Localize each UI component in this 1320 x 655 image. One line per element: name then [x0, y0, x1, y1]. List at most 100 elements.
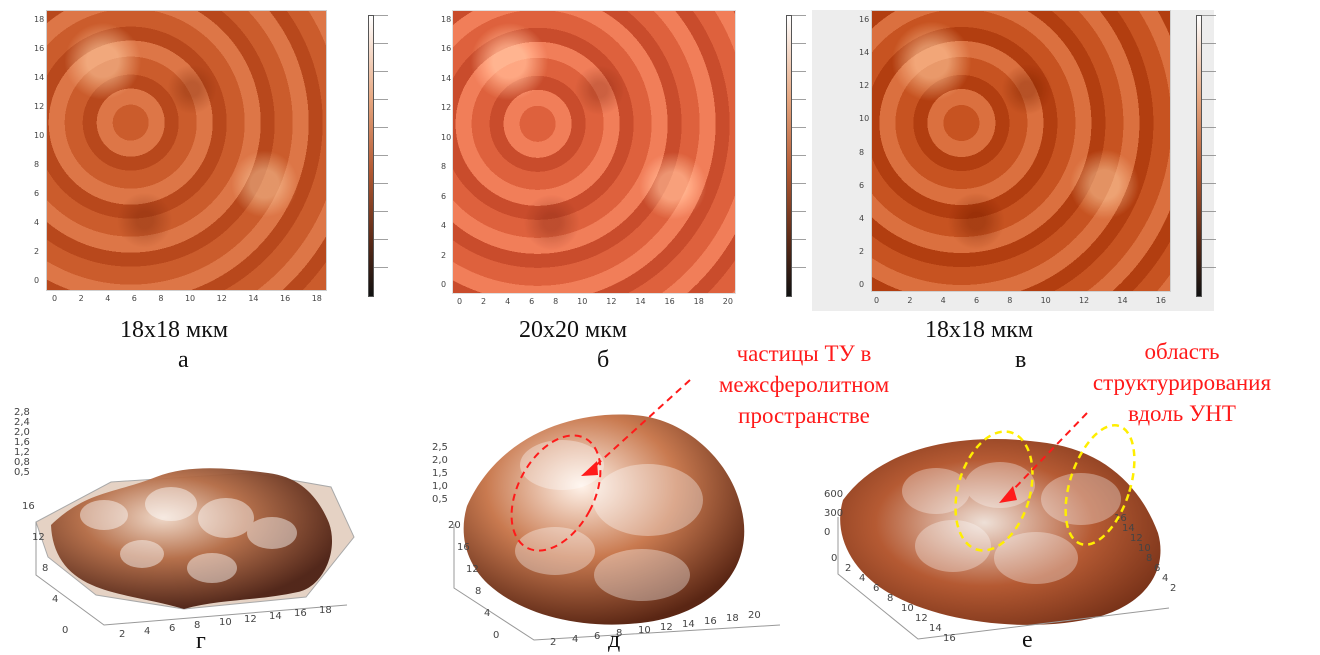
tick-v-x-6: 12 — [1078, 296, 1090, 305]
tick-v-y-6: 4 — [859, 213, 865, 223]
e-y-5: 6 — [1154, 563, 1160, 574]
tick-b-x-0: 0 — [457, 297, 463, 306]
tick-a-y-6: 6 — [34, 189, 40, 198]
g-x-4: 10 — [219, 617, 232, 628]
g-x-7: 16 — [294, 608, 307, 619]
e-x-4: 8 — [887, 593, 893, 604]
e-z-1: 300 — [824, 508, 843, 519]
tick-b-y-2: 14 — [441, 73, 452, 83]
tick-v-y-0: 16 — [859, 15, 870, 24]
d-x-1: 4 — [572, 634, 578, 645]
tick-b-y-5: 8 — [441, 162, 447, 172]
afm-image-b — [452, 10, 736, 294]
d-x-0: 2 — [550, 637, 556, 648]
tick-a-y-7: 4 — [34, 218, 40, 227]
tick-v-x-8: 16 — [1155, 296, 1166, 305]
tick-a-y-4: 10 — [34, 131, 45, 140]
tick-b-y-7: 4 — [441, 221, 447, 231]
e-z-2: 0 — [824, 527, 830, 538]
g-x-6: 14 — [269, 611, 282, 622]
g-z-5: 0,8 — [14, 457, 30, 468]
d-y-2: 12 — [466, 564, 479, 575]
tick-a-y-2: 14 — [34, 73, 45, 82]
tick-v-x-4: 8 — [1007, 296, 1013, 305]
afm-image-v — [871, 10, 1171, 292]
e-y-1: 14 — [1122, 523, 1135, 534]
tick-a-x-7: 14 — [248, 294, 259, 303]
d-x-9: 20 — [748, 610, 761, 621]
d-z-4: 0,5 — [432, 494, 448, 505]
tick-v-x-2: 4 — [940, 296, 946, 305]
tick-a-y-9: 0 — [34, 276, 40, 285]
label-b: б — [597, 347, 610, 373]
tick-a-y-3: 12 — [34, 102, 45, 111]
tick-v-y-2: 12 — [859, 81, 870, 91]
g-y-4: 0 — [62, 625, 68, 636]
e-x-6: 12 — [915, 613, 928, 624]
d-x-3: 8 — [616, 628, 622, 639]
a-y-ticks: 18 16 14 12 10 8 6 4 2 0 — [34, 15, 44, 285]
caption-v: 18x18 мкм — [925, 317, 1034, 343]
d-x-5: 12 — [660, 622, 673, 633]
g-y-3: 4 — [52, 594, 58, 605]
d-z-1: 2,0 — [432, 455, 448, 466]
tick-v-x-0: 0 — [874, 296, 880, 305]
e-x-5: 10 — [901, 603, 914, 614]
g-x-1: 4 — [144, 626, 150, 637]
d-z-3: 1,0 — [432, 481, 448, 492]
afm-image-a — [46, 10, 327, 291]
tick-b-x-10: 20 — [722, 297, 733, 306]
tick-b-x-6: 12 — [606, 297, 617, 306]
g-x-5: 12 — [244, 614, 257, 625]
g-x-0: 2 — [119, 629, 125, 640]
caption-a: 18x18 мкм — [120, 317, 229, 343]
tick-b-x-1: 2 — [481, 297, 487, 306]
d-z-2: 1,5 — [432, 468, 448, 479]
tick-a-x-4: 8 — [158, 294, 164, 303]
g-z-6: 0,5 — [14, 467, 30, 478]
tick-b-y-4: 10 — [441, 132, 452, 142]
tick-v-x-7: 14 — [1117, 296, 1128, 305]
tick-a-y-5: 8 — [34, 160, 40, 169]
colorbar-a — [368, 15, 388, 297]
label-g: г — [196, 628, 206, 654]
annotation-right: область структурирования вдоль УНТ — [1092, 339, 1272, 426]
d-x-6: 14 — [682, 619, 695, 630]
d-y-5: 0 — [493, 630, 499, 641]
tick-a-x-2: 4 — [105, 294, 111, 303]
tick-a-x-1: 2 — [78, 294, 84, 303]
g-x-3: 8 — [194, 620, 200, 631]
g-z-4: 1,2 — [14, 447, 30, 458]
tick-b-x-2: 4 — [505, 297, 511, 306]
caption-b: 20x20 мкм — [519, 317, 628, 343]
tick-a-y-0: 18 — [34, 15, 45, 24]
d-x-2: 6 — [594, 631, 600, 642]
e-x-2: 4 — [859, 573, 865, 584]
tick-b-x-9: 18 — [693, 297, 704, 306]
label-a: а — [178, 347, 189, 373]
e-x-1: 2 — [845, 563, 851, 574]
tick-b-x-7: 14 — [635, 297, 646, 306]
e-y-6: 4 — [1162, 573, 1168, 584]
tick-b-x-3: 6 — [529, 297, 535, 306]
tick-b-y-9: 0 — [441, 279, 447, 289]
tick-v-y-8: 0 — [859, 280, 865, 289]
g-z-1: 2,4 — [14, 417, 30, 428]
tick-b-x-4: 8 — [553, 297, 559, 306]
e-x-0: 0 — [831, 553, 837, 564]
colorbar-b — [786, 15, 806, 297]
a-x-ticks: 0 2 4 6 8 10 12 14 16 18 — [52, 294, 322, 304]
g-x-8: 18 — [319, 605, 332, 616]
tick-v-y-4: 8 — [859, 147, 865, 157]
tick-b-x-8: 16 — [664, 297, 675, 306]
v-x-ticks: 0 2 4 6 8 10 12 14 16 — [874, 296, 1166, 306]
e-z-0: 600 — [824, 489, 843, 500]
tick-a-y-1: 16 — [34, 44, 45, 53]
tick-a-x-5: 10 — [184, 294, 196, 303]
g-z-3: 1,6 — [14, 437, 30, 448]
e-x-8: 16 — [943, 633, 956, 644]
tick-a-x-8: 16 — [280, 294, 291, 303]
